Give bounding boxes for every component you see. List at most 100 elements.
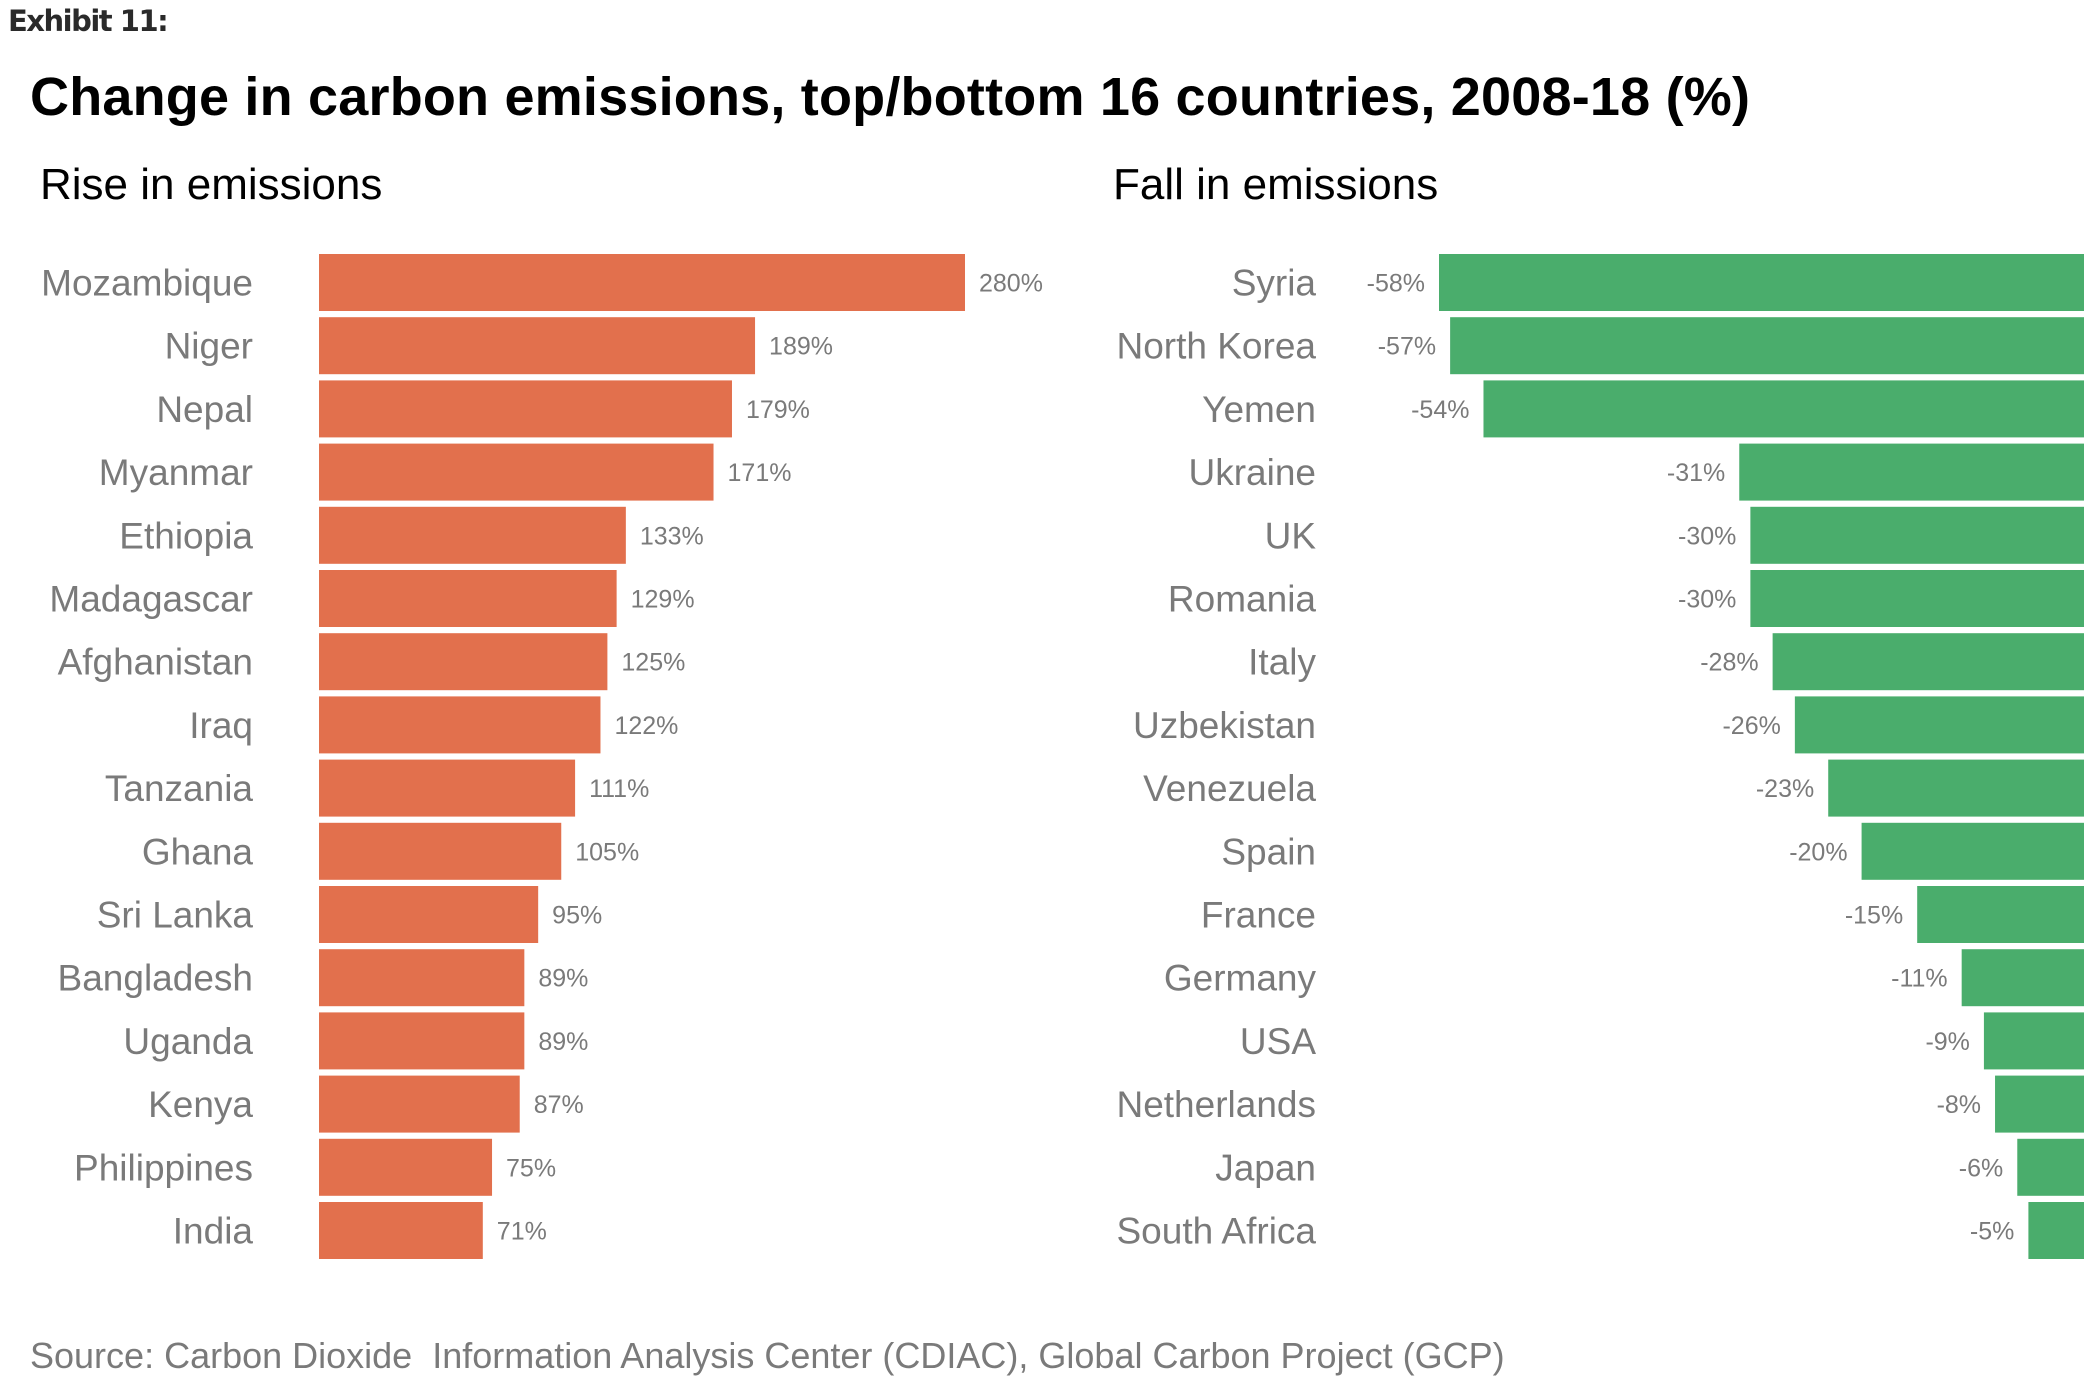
fall-value-label: -30% [1678,586,1736,614]
rise-value-label: 95% [552,902,602,930]
fall-bar [2017,1138,2084,1196]
fall-bar [1739,443,2084,501]
rise-country-label: Madagascar [49,579,253,620]
rise-bar [319,822,562,880]
fall-value-label: -31% [1667,459,1725,487]
rise-value-label: 171% [728,459,792,487]
fall-bar [1483,380,2084,438]
rise-bar [319,759,576,817]
rise-country-label: Myanmar [99,452,253,493]
rise-bar [319,1012,525,1070]
rise-value-label: 122% [614,712,678,740]
rise-country-label: Ethiopia [119,515,253,556]
rise-bar [319,380,732,438]
rise-country-label: Iraq [189,705,253,746]
fall-value-label: -57% [1378,333,1436,361]
fall-bar [1439,254,2084,311]
fall-value-label: -58% [1367,270,1425,298]
rise-bar [319,570,617,627]
rise-bar [319,1075,520,1133]
fall-value-label: -28% [1700,649,1758,677]
rise-panel-title: Rise in emissions [40,160,383,209]
fall-country-label: France [1201,895,1316,936]
fall-country-label: Syria [1232,263,1317,304]
rise-country-label: Philippines [74,1147,253,1188]
rise-value-label: 89% [538,1028,588,1056]
fall-value-label: -5% [1970,1218,2014,1246]
rise-country-label: Uganda [123,1021,253,1062]
rise-bar [319,254,965,311]
fall-value-label: -6% [1959,1154,2003,1182]
fall-country-label: Venezuela [1143,768,1316,809]
chart-title: Change in carbon emissions, top/bottom 1… [30,67,1751,127]
rise-bar [319,886,539,943]
rise-bar [319,317,756,375]
rise-value-label: 125% [621,649,685,677]
fall-value-label: -26% [1722,712,1780,740]
rise-country-label: Tanzania [105,768,254,809]
rise-country-label: Niger [165,326,253,367]
fall-value-label: -8% [1937,1091,1981,1119]
fall-country-label: Uzbekistan [1133,705,1316,746]
rise-value-label: 129% [631,586,695,614]
fall-value-label: -54% [1411,396,1469,424]
fall-bar [1772,633,2084,691]
rise-bar [319,1202,483,1259]
rise-country-label: Ghana [142,831,254,872]
rise-panel: Mozambique 280% Niger 189% Nepal 179% Myanmar 1… [41,254,1043,1259]
fall-country-label: Spain [1221,831,1316,872]
source-note: Source: Carbon Dioxide Information Analy… [30,1335,1505,1376]
rise-value-label: 105% [575,838,639,866]
rise-value-label: 280% [979,270,1043,298]
fall-country-label: South Africa [1116,1211,1316,1252]
rise-bar [319,1138,493,1196]
fall-country-label: Romania [1168,579,1316,620]
rise-value-label: 111% [589,775,649,803]
fall-value-label: -30% [1678,522,1736,550]
fall-bar [1750,570,2084,627]
fall-bar [2028,1202,2084,1259]
fall-country-label: Netherlands [1116,1084,1316,1125]
rise-country-label: Sri Lanka [97,895,254,936]
fall-country-label: UK [1265,515,1317,556]
fall-panel-title: Fall in emissions [1113,160,1439,209]
rise-bar [319,633,608,691]
rise-bar [319,949,525,1007]
rise-country-label: Mozambique [41,263,253,304]
rise-value-label: 71% [497,1218,547,1246]
rise-bar [319,506,626,564]
fall-bar [1983,1012,2084,1070]
fall-value-label: -9% [1925,1028,1969,1056]
rise-value-label: 179% [746,396,810,424]
fall-country-label: Japan [1215,1147,1316,1188]
fall-bar [1861,822,2084,880]
fall-value-label: -11% [1891,965,1948,993]
rise-bar [319,696,601,754]
fall-bar [1450,317,2084,375]
fall-panel: Syria -58% North Korea -57% Yemen -54% Ukraine… [1116,254,2084,1259]
rise-country-label: Bangladesh [58,958,253,999]
rise-value-label: 89% [538,965,588,993]
rise-country-label: Nepal [156,389,253,430]
rise-country-label: Afghanistan [58,642,253,683]
fall-bar [1794,696,2084,754]
fall-value-label: -20% [1789,838,1847,866]
rise-value-label: 133% [640,522,704,550]
fall-value-label: -23% [1756,775,1814,803]
fall-country-label: Germany [1164,958,1317,999]
rise-value-label: 75% [506,1154,556,1182]
fall-bar [1750,506,2084,564]
fall-country-label: Italy [1248,642,1316,683]
exhibit-label: Exhibit 11: [8,4,169,38]
rise-country-label: Kenya [148,1084,253,1125]
fall-bar [1995,1075,2084,1133]
fall-bar [1961,949,2084,1007]
rise-bar [319,443,714,501]
rise-value-label: 189% [769,333,833,361]
rise-country-label: India [173,1211,254,1252]
fall-bar [1828,759,2084,817]
fall-country-label: Ukraine [1189,452,1317,493]
fall-country-label: USA [1240,1021,1316,1062]
fall-bar [1917,886,2084,943]
fall-country-label: North Korea [1117,326,1317,367]
